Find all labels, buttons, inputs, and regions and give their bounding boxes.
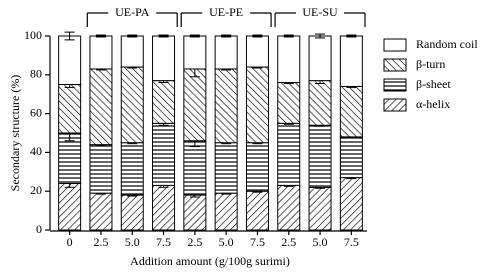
group-label: UE-SU	[302, 5, 338, 19]
x-tick-label: 2.5	[93, 235, 108, 249]
bar-segment	[339, 136, 363, 179]
legend-swatch	[383, 98, 407, 112]
error-bar	[64, 31, 75, 41]
bar-segment	[308, 80, 332, 126]
error-bar	[189, 34, 200, 38]
bar-segment	[152, 80, 176, 124]
y-tick-label: 40	[30, 144, 42, 158]
bar-segment	[152, 122, 176, 186]
bar-segment	[339, 177, 363, 231]
bar-segment	[245, 190, 269, 231]
bar-segment	[277, 35, 301, 84]
bar-segment	[183, 194, 207, 231]
bar-segment	[120, 142, 144, 196]
error-bar	[127, 34, 138, 38]
bar-segment	[245, 66, 269, 144]
x-tick-label: 5.0	[219, 235, 234, 249]
bar-segment	[277, 82, 301, 124]
group-label: UE-PE	[209, 5, 243, 19]
bar-segment	[183, 35, 207, 70]
x-tick-label: 5.0	[125, 235, 140, 249]
bar-segment	[89, 35, 113, 70]
bar-segment	[120, 35, 144, 68]
y-tick-label: 80	[30, 67, 42, 81]
bar-segment	[152, 184, 176, 231]
bar-segment	[120, 66, 144, 144]
bar-segment	[308, 186, 332, 231]
y-axis-label: Secondary structure (%)	[8, 75, 22, 192]
legend-swatch	[383, 58, 407, 72]
x-tick-label: 5.0	[313, 235, 328, 249]
error-bar	[346, 34, 357, 38]
error-bar	[221, 34, 232, 38]
legend-label: β-sheet	[416, 77, 451, 91]
bar-segment	[214, 68, 238, 144]
bar-segment	[89, 144, 113, 194]
x-axis-label: Addition amount (g/100g surimi)	[130, 254, 290, 268]
bar-segment	[277, 184, 301, 231]
group-label: UE-PA	[115, 5, 150, 19]
bar-segment	[183, 68, 207, 142]
bar-segment	[58, 84, 82, 134]
y-tick-label: 100	[24, 28, 42, 42]
bar-segment	[277, 122, 301, 186]
legend-label: β-turn	[416, 57, 445, 71]
error-bar	[158, 34, 169, 38]
bar-segment	[58, 182, 82, 231]
bar-segment	[214, 35, 238, 70]
y-tick-label: 60	[30, 105, 42, 119]
legend-swatch	[383, 78, 407, 92]
x-tick-label: 2.5	[281, 235, 296, 249]
bar-segment	[120, 194, 144, 231]
bar-segment	[339, 35, 363, 87]
bar-segment	[89, 192, 113, 231]
bar-segment	[245, 35, 269, 68]
error-bar	[252, 34, 263, 38]
y-tick-label: 0	[36, 222, 42, 236]
x-tick-label: 0	[67, 235, 73, 249]
bar-segment	[183, 140, 207, 196]
bar-segment	[89, 68, 113, 146]
x-tick-label: 7.5	[250, 235, 265, 249]
bar-segment	[339, 85, 363, 138]
legend-swatch	[383, 38, 407, 52]
x-tick-label: 2.5	[187, 235, 202, 249]
error-bar	[283, 34, 294, 38]
legend-label: Random coil	[416, 37, 478, 51]
error-bar	[315, 33, 326, 39]
bar-segment	[152, 35, 176, 82]
bar-segment	[245, 142, 269, 192]
x-tick-label: 7.5	[156, 235, 171, 249]
x-tick-label: 7.5	[344, 235, 359, 249]
y-tick-label: 20	[30, 183, 42, 197]
bar-segment	[308, 35, 332, 82]
bar-segment	[214, 142, 238, 194]
legend-label: α-helix	[416, 97, 450, 111]
bar-segment	[58, 35, 82, 85]
bar-segment	[308, 124, 332, 188]
bar-segment	[214, 192, 238, 231]
error-bar	[95, 34, 106, 38]
